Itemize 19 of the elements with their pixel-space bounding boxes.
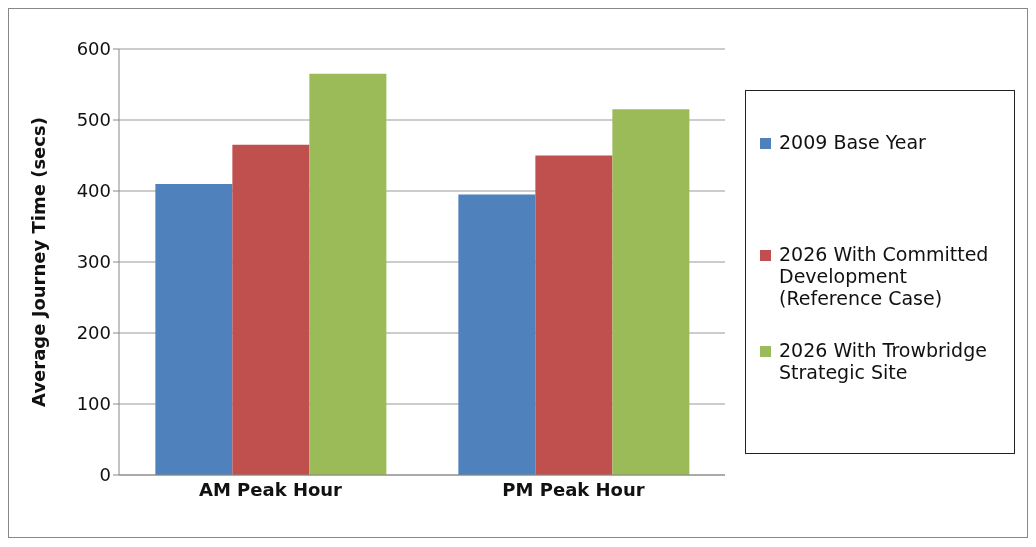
x-tick-label: AM Peak Hour xyxy=(198,478,343,500)
legend-label: 2026 With Trowbridge Strategic Site xyxy=(779,339,988,383)
bar xyxy=(535,155,613,475)
y-tick-label: 100 xyxy=(76,393,111,415)
legend-label: 2026 With Committed Development (Reference Case) xyxy=(779,243,990,309)
y-tick-label: 200 xyxy=(76,322,111,344)
bar xyxy=(458,194,536,475)
bar xyxy=(309,73,387,475)
bar xyxy=(612,109,690,475)
y-tick-label: 300 xyxy=(76,251,111,273)
y-axis-title: Average Journey Time (secs) xyxy=(28,117,50,407)
y-tick-label: 400 xyxy=(76,180,111,202)
y-tick-label: 600 xyxy=(76,38,111,60)
y-tick-label: 0 xyxy=(99,464,111,486)
y-tick-label: 500 xyxy=(76,109,111,131)
x-tick-label: PM Peak Hour xyxy=(502,478,645,500)
legend-label: 2009 Base Year xyxy=(779,131,926,153)
bar xyxy=(155,183,233,475)
bar xyxy=(232,144,310,475)
